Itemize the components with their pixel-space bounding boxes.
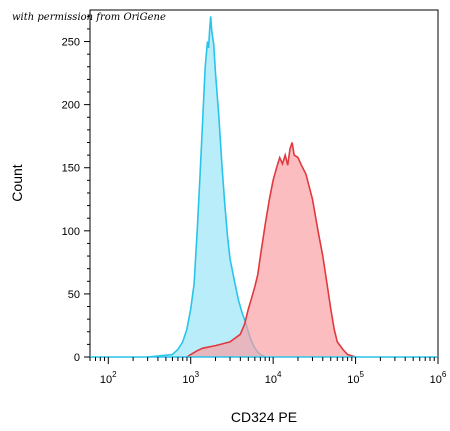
x-tick-label: 102 [100,370,117,386]
y-tick-label: 0 [74,352,80,364]
series-layer [90,16,438,358]
y-tick-label: 250 [62,37,80,49]
axes-layer: 0 50 100 150 200 250 102 103 104 105 106 [62,15,447,386]
y-tick-label: 200 [62,100,80,112]
x-tick-label: 105 [347,370,364,386]
y-tick-label: 150 [62,163,80,175]
y-tick-label: 50 [68,289,80,301]
watermark-text: with permission from OriGene [12,12,166,23]
series-2-line [186,142,356,358]
x-tick-label: 104 [265,370,282,386]
x-tick-label: 106 [430,370,447,386]
y-axis-label: Count [9,164,25,201]
y-tick-label: 100 [62,226,80,238]
x-tick-label: 103 [182,370,199,386]
series-1-area [147,16,266,358]
series-2-area [186,142,356,357]
x-axis-label: CD324 PE [231,409,297,425]
